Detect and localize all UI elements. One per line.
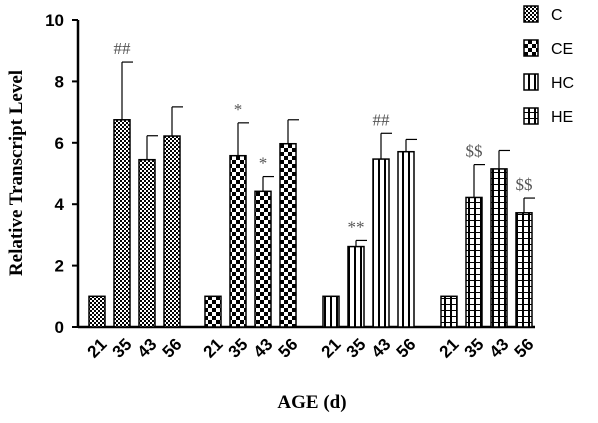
significance-marker: ##: [373, 110, 391, 129]
x-tick-label: 35: [109, 335, 136, 362]
legend-swatch-c: [523, 5, 539, 23]
significance-marker: **: [348, 217, 365, 236]
x-tick-label: 56: [511, 335, 538, 362]
x-tick-label: 43: [368, 335, 395, 362]
bar-hc-56: [397, 150, 415, 328]
x-tick-label: 21: [200, 335, 227, 362]
x-tick-label: 43: [250, 335, 277, 362]
y-ticks: 0 2 4 6 8 10: [45, 11, 78, 337]
bar-c-35: [113, 119, 131, 328]
bar-hc-43: [372, 158, 390, 328]
y-axis-title: Relative Transcript Level: [6, 70, 27, 276]
y-tick-label: 4: [55, 195, 65, 214]
x-tick-label: 56: [393, 335, 420, 362]
y-tick-label: 2: [55, 257, 64, 276]
legend-label-ce: CE: [551, 41, 573, 58]
legend-swatch-ce: [523, 39, 539, 57]
legend-swatch-hc: [523, 73, 539, 91]
legend-label-hc: HC: [551, 75, 574, 92]
bar-he-43: [490, 168, 508, 328]
bar-ce-21: [204, 295, 222, 328]
x-tick-label: 35: [343, 335, 370, 362]
x-tick-label: 21: [318, 335, 345, 362]
significance-marker: *: [234, 100, 243, 119]
bar-c-43: [138, 158, 156, 328]
bars: [88, 119, 533, 328]
y-tick-label: 6: [55, 134, 64, 153]
bar-ce-43: [254, 190, 272, 328]
bar-c-21: [88, 295, 106, 328]
x-tick-label: 35: [225, 335, 252, 362]
significance-marker: $$: [466, 142, 483, 161]
legend-label-c: C: [551, 7, 563, 24]
bar-he-21: [440, 295, 458, 328]
x-tick-label: 21: [84, 335, 111, 362]
y-tick-label: 0: [55, 318, 64, 337]
error-bars: [121, 61, 535, 247]
x-tick-label: 35: [461, 335, 488, 362]
bar-hc-21: [322, 295, 340, 328]
x-tick-label: 43: [486, 335, 513, 362]
x-tick-label: 21: [436, 335, 463, 362]
bar-he-35: [465, 196, 483, 328]
significance-marker: *: [259, 154, 268, 173]
x-tick-label: 56: [159, 335, 186, 362]
bar-ce-35: [229, 154, 247, 328]
y-tick-label: 8: [55, 72, 64, 91]
x-tick-label: 43: [134, 335, 161, 362]
legend-swatch-he: [523, 107, 539, 125]
legend: C CE HC HE: [523, 5, 574, 126]
significance-marker: ##: [114, 39, 132, 58]
bar-c-56: [163, 135, 181, 328]
x-tick-label: 56: [275, 335, 302, 362]
y-tick-label: 10: [45, 11, 64, 30]
significance-marker: $$: [516, 175, 533, 194]
bar-he-56: [515, 212, 533, 328]
x-axis-title: AGE (d): [277, 392, 346, 413]
legend-label-he: HE: [551, 109, 573, 126]
bar-ce-56: [279, 142, 297, 328]
annotations: ##**##**$$$$: [114, 39, 533, 236]
bar-hc-35: [347, 245, 365, 328]
